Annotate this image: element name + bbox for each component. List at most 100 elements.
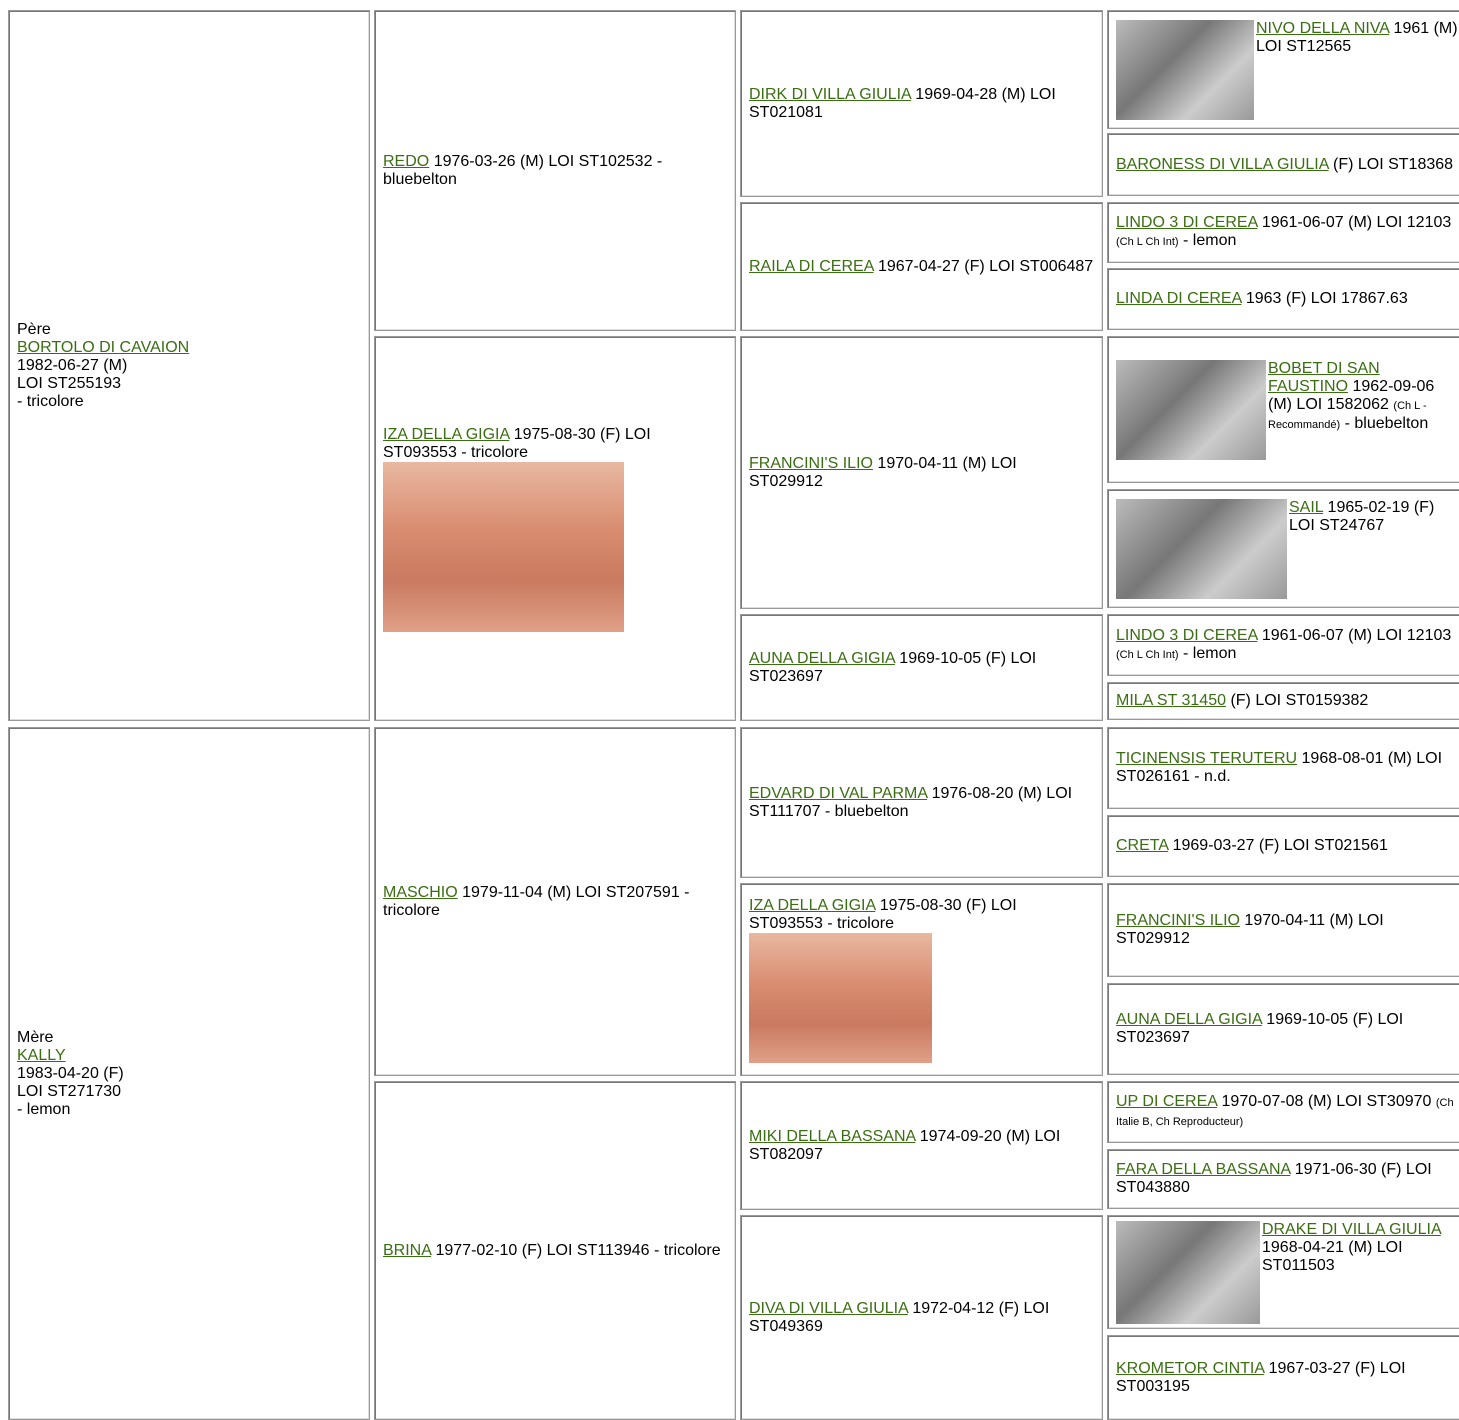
dog-link[interactable]: BARONESS DI VILLA GIULIA [1116,155,1329,173]
dog-link[interactable]: MIKI DELLA BASSANA [749,1127,916,1145]
cell-content: UP DI CEREA 1970-07-08 (M) LOI ST30970 (… [1116,1093,1458,1131]
dog-link[interactable]: BRINA [383,1241,432,1259]
cell-content: EDVARD DI VAL PARMA 1976-08-20 (M) LOI S… [749,785,1094,821]
pedigree-cell: IZA DELLA GIGIA 1975-08-30 (F) LOI ST093… [740,883,1103,1076]
dog-link[interactable]: NIVO DELLA NIVA [1256,19,1390,37]
photo [1116,359,1266,460]
pedigree-cell: BARONESS DI VILLA GIULIA (F) LOI ST18368 [1107,133,1459,196]
dog-link[interactable]: FARA DELLA BASSANA [1116,1161,1291,1178]
dog-link[interactable]: KALLY [17,1046,66,1064]
dog-link[interactable]: LINDO 3 DI CEREA [1116,214,1258,231]
cell-content: LINDO 3 DI CEREA 1961-06-07 (M) LOI 1210… [1116,214,1458,251]
dog-details: 1975-08-30 (F) LOI ST093553 - tricolore [383,425,651,461]
pedigree-cell: LINDO 3 DI CEREA 1961-06-07 (M) LOI 1210… [1107,614,1459,676]
pedigree-cell: BRINA 1977-02-10 (F) LOI ST113946 - tric… [374,1081,736,1420]
dog-color: - bluebelton [1344,414,1429,432]
pedigree-cell: SAIL 1965-02-19 (F) LOI ST24767 [1107,489,1459,608]
dog-details: LOI ST271730 [17,1082,122,1100]
pedigree-cell: UP DI CEREA 1970-07-08 (M) LOI ST30970 (… [1107,1081,1459,1143]
dog-details: 1969-04-28 (M) LOI ST021081 [749,85,1056,121]
dog-link[interactable]: BOBET DI SAN FAUSTINO [1268,359,1380,395]
pedigree-cell: CRETA 1969-03-27 (F) LOI ST021561 [1107,815,1459,877]
dog-color: - lemon [1183,232,1237,249]
parent-label: Mère [17,1028,54,1046]
cell-content: LINDO 3 DI CEREA 1961-06-07 (M) LOI 1210… [1116,627,1458,664]
dog-link[interactable]: IZA DELLA GIGIA [383,425,510,443]
dog-details: (F) LOI ST0159382 [1230,692,1369,709]
dog-link[interactable]: LINDA DI CEREA [1116,290,1242,307]
dog-link[interactable]: DIRK DI VILLA GIULIA [749,85,911,103]
dog-details: - lemon [17,1100,71,1118]
pedigree-cell: RAILA DI CEREA 1967-04-27 (F) LOI ST0064… [740,202,1103,331]
pedigree-cell: AUNA DELLA GIGIA 1969-10-05 (F) LOI ST02… [1107,983,1459,1075]
pedigree-cell: IZA DELLA GIGIA 1975-08-30 (F) LOI ST093… [374,336,736,721]
cell-content: IZA DELLA GIGIA 1975-08-30 (F) LOI ST093… [383,426,727,632]
cell-content: KROMETOR CINTIA 1967-03-27 (F) LOI ST003… [1116,1360,1458,1396]
cell-content: FRANCINI'S ILIO 1970-04-11 (M) LOI ST029… [749,455,1094,491]
pedigree-cell: DRAKE DI VILLA GIULIA 1968-04-21 (M) LOI… [1107,1215,1459,1329]
cell-content: MILA ST 31450 (F) LOI ST0159382 [1116,692,1458,710]
dog-link[interactable]: BORTOLO DI CAVAION [17,338,190,356]
dog-details: 1967-03-27 (F) LOI ST003195 [1116,1359,1406,1395]
pedigree-cell: LINDA DI CEREA 1963 (F) LOI 17867.63 [1107,268,1459,330]
cell-content: IZA DELLA GIGIA 1975-08-30 (F) LOI ST093… [749,897,1094,1063]
pedigree-cell: Mère KALLY 1983-04-20 (F) LOI ST271730- lem… [8,727,370,1420]
pedigree-cell: BOBET DI SAN FAUSTINO 1962-09-06 (M) LOI… [1107,336,1459,483]
photo [383,461,624,632]
dog-link[interactable]: CRETA [1116,837,1169,854]
dog-details: 1970-04-11 (M) LOI ST029912 [1116,912,1384,947]
dog-details: (F) LOI ST18368 [1332,155,1454,173]
dog-details: 1983-04-20 (F) [17,1064,124,1082]
dog-link[interactable]: LINDO 3 DI CEREA [1116,626,1258,644]
dog-link[interactable]: AUNA DELLA GIGIA [749,649,895,667]
dog-link[interactable]: DRAKE DI VILLA GIULIA [1262,1220,1441,1238]
dog-link[interactable]: IZA DELLA GIGIA [749,896,876,914]
photo [1116,498,1287,599]
dog-link[interactable]: MILA ST 31450 [1116,692,1226,709]
pedigree-cell: MILA ST 31450 (F) LOI ST0159382 [1107,682,1459,720]
pedigree-cell: Père BORTOLO DI CAVAION 1982-06-27 (M) LOI … [8,10,370,721]
dog-link[interactable]: UP DI CEREA [1116,1093,1218,1110]
dog-details: 1970-04-11 (M) LOI ST029912 [749,454,1017,490]
dog-link[interactable]: REDO [383,152,430,170]
dog-link[interactable]: FRANCINI'S ILIO [749,454,873,472]
cell-content: AUNA DELLA GIGIA 1969-10-05 (F) LOI ST02… [1116,1011,1458,1047]
dog-details: 1968-08-01 (M) LOI ST026161 - n.d. [1116,750,1443,785]
dog-details: 1963 (F) LOI 17867.63 [1245,290,1408,307]
dog-link[interactable]: AUNA DELLA GIGIA [1116,1011,1262,1028]
dog-details: - tricolore [17,392,84,410]
dog-details: 1975-08-30 (F) LOI ST093553 - tricolore [749,896,1017,932]
cell-content: RAILA DI CEREA 1967-04-27 (F) LOI ST0064… [749,258,1094,276]
photo [1116,1220,1260,1324]
pedigree-cell: EDVARD DI VAL PARMA 1976-08-20 (M) LOI S… [740,727,1103,878]
dog-link[interactable]: MASCHIO [383,883,458,901]
dog-link[interactable]: KROMETOR CINTIA [1116,1359,1265,1377]
dog-details: 1969-10-05 (F) LOI ST023697 [749,649,1037,685]
dog-details: 1982-06-27 (M) [17,356,128,374]
dog-details: 1977-02-10 (F) LOI ST113946 - tricolore [435,1241,721,1259]
cell-content: FRANCINI'S ILIO 1970-04-11 (M) LOI ST029… [1116,912,1458,948]
pedigree-cell: AUNA DELLA GIGIA 1969-10-05 (F) LOI ST02… [740,614,1103,721]
cell-content: CRETA 1969-03-27 (F) LOI ST021561 [1116,837,1458,855]
dog-link[interactable]: EDVARD DI VAL PARMA [749,784,928,802]
dog-details: 1969-03-27 (F) LOI ST021561 [1172,837,1388,854]
dog-link[interactable]: SAIL [1289,498,1324,516]
dog-details: 1976-08-20 (M) LOI ST111707 - bluebelton [749,784,1073,820]
dog-color: - lemon [1183,644,1237,662]
pedigree-cell: DIRK DI VILLA GIULIA 1969-04-28 (M) LOI … [740,10,1103,197]
pedigree-cell: DIVA DI VILLA GIULIA 1972-04-12 (F) LOI … [740,1215,1103,1420]
dog-details: 1962-09-06 (M) LOI 1582062 [1268,377,1435,413]
dog-link[interactable]: DIVA DI VILLA GIULIA [749,1299,908,1317]
dog-details: 1967-04-27 (F) LOI ST006487 [877,257,1094,275]
cell-content: TICINENSIS TERUTERU 1968-08-01 (M) LOI S… [1116,750,1458,786]
dog-link[interactable]: RAILA DI CEREA [749,257,874,275]
dog-link[interactable]: TICINENSIS TERUTERU [1116,750,1298,767]
cell-content: DIVA DI VILLA GIULIA 1972-04-12 (F) LOI … [749,1300,1094,1336]
dog-details: 1961 (M) LOI ST12565 [1256,19,1458,55]
cell-content: DIRK DI VILLA GIULIA 1969-04-28 (M) LOI … [749,86,1094,122]
dog-details: 1970-07-08 (M) LOI ST30970 [1221,1093,1432,1110]
dog-note: (Ch L - Recommandé) [1268,399,1427,431]
pedigree-cell: FRANCINI'S ILIO 1970-04-11 (M) LOI ST029… [1107,883,1459,977]
dog-link[interactable]: FRANCINI'S ILIO [1116,912,1240,929]
